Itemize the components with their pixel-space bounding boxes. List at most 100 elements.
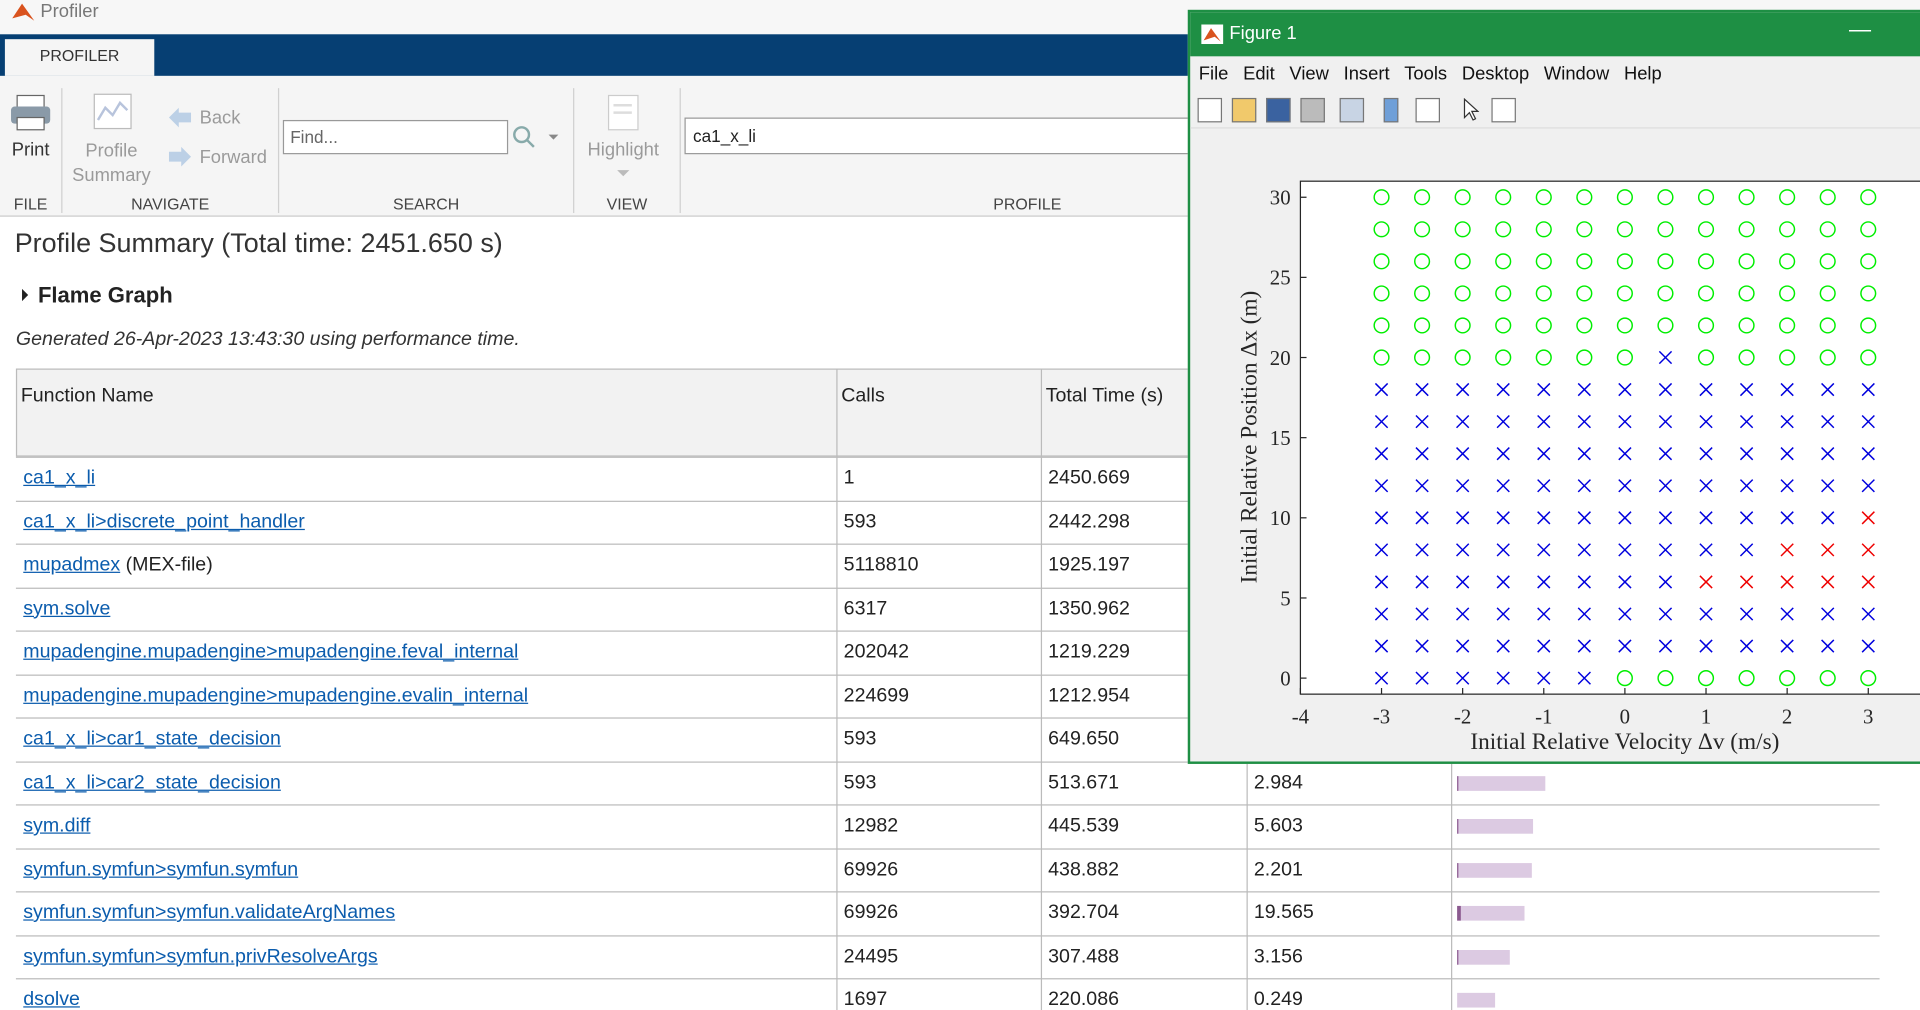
self-time-cell: 19.565 xyxy=(1253,902,1314,924)
calls-cell: 593 xyxy=(843,728,877,750)
cross-marker xyxy=(1577,382,1591,397)
find-input[interactable] xyxy=(282,119,509,155)
total-time-cell: 438.882 xyxy=(1048,858,1119,880)
function-cell: symfun.symfun>symfun.privResolveArgs xyxy=(16,935,378,978)
legend-icon[interactable] xyxy=(1415,97,1441,123)
menu-item[interactable]: Insert xyxy=(1343,63,1390,85)
colorbar-icon[interactable] xyxy=(1383,97,1399,123)
forward-button[interactable]: Forward xyxy=(199,146,267,168)
function-link[interactable]: symfun.symfun>symfun.symfun xyxy=(23,858,299,880)
cross-marker xyxy=(1374,447,1389,461)
open-icon[interactable] xyxy=(1231,97,1257,123)
menu-item[interactable]: View xyxy=(1289,63,1329,85)
function-link[interactable]: mupadengine.mupadengine>mupadengine.eval… xyxy=(23,684,529,706)
circle-marker xyxy=(1860,253,1877,270)
circle-marker xyxy=(1373,317,1390,334)
function-link[interactable]: dsolve xyxy=(23,989,80,1010)
circle-marker xyxy=(1738,285,1755,302)
total-time-bar xyxy=(1457,905,1525,921)
cross-marker xyxy=(1658,382,1673,397)
figure-title-bar xyxy=(1190,12,1920,57)
circle-marker xyxy=(1657,253,1674,270)
function-link[interactable]: mupadengine.mupadengine>mupadengine.feva… xyxy=(23,641,519,663)
circle-marker xyxy=(1495,349,1512,366)
function-cell: mupadengine.mupadengine>mupadengine.eval… xyxy=(16,674,528,717)
cross-marker xyxy=(1861,382,1875,397)
calls-cell: 6317 xyxy=(843,598,888,619)
circle-marker xyxy=(1535,253,1552,270)
menu-item[interactable]: Desktop xyxy=(1461,63,1530,85)
profile-summary-icon xyxy=(93,93,132,130)
y-tick-label: 10 xyxy=(1270,506,1291,530)
circle-marker xyxy=(1576,285,1593,302)
cross-marker xyxy=(1618,639,1632,653)
flame-graph-toggle[interactable]: Flame Graph xyxy=(37,282,173,308)
x-tick-label: 0 xyxy=(1620,705,1630,729)
cross-marker xyxy=(1618,575,1632,589)
function-cell: ca1_x_li xyxy=(16,457,95,500)
circle-marker xyxy=(1819,221,1836,238)
section-label: NAVIGATE xyxy=(131,194,210,214)
function-cell: symfun.symfun>symfun.validateArgNames xyxy=(16,891,395,934)
cross-marker xyxy=(1374,543,1389,557)
menu-item[interactable]: Tools xyxy=(1404,63,1448,85)
profile-summary-button[interactable]: Profile Summary xyxy=(72,140,151,187)
cross-marker xyxy=(1780,479,1794,493)
function-link[interactable]: sym.diff xyxy=(23,815,91,837)
function-link[interactable]: ca1_x_li>car1_state_decision xyxy=(23,728,281,750)
expand-arrow[interactable] xyxy=(21,288,31,302)
cross-marker xyxy=(1577,543,1591,557)
print-button[interactable]: Print xyxy=(11,139,50,161)
column-header: Total Time (s) xyxy=(1045,385,1164,407)
cross-marker xyxy=(1496,479,1510,493)
function-link[interactable]: ca1_x_li xyxy=(23,467,96,489)
menu-item[interactable]: File xyxy=(1198,63,1229,85)
cross-marker xyxy=(1739,447,1754,461)
calls-cell: 69926 xyxy=(843,902,899,924)
menu-item[interactable]: Help xyxy=(1623,63,1662,85)
cross-marker xyxy=(1658,543,1673,557)
menu-item[interactable]: Edit xyxy=(1243,63,1275,85)
function-link[interactable]: symfun.symfun>symfun.privResolveArgs xyxy=(23,945,378,967)
highlight-button[interactable]: Highlight xyxy=(587,139,660,161)
property-icon[interactable] xyxy=(1491,97,1516,123)
cross-marker xyxy=(1415,382,1429,397)
pointer-icon[interactable] xyxy=(1462,97,1480,122)
cross-marker xyxy=(1699,382,1713,397)
cross-marker xyxy=(1537,671,1551,685)
function-link[interactable]: ca1_x_li>discrete_point_handler xyxy=(23,511,305,532)
cross-marker xyxy=(1496,511,1510,525)
new-icon[interactable] xyxy=(1197,97,1223,123)
save-icon[interactable] xyxy=(1266,97,1291,123)
cross-marker xyxy=(1658,414,1673,429)
cross-marker xyxy=(1739,575,1754,589)
circle-marker xyxy=(1657,189,1674,206)
circle-marker xyxy=(1860,285,1877,302)
cross-marker xyxy=(1496,447,1510,461)
minimize-button[interactable]: — xyxy=(1848,17,1872,42)
cross-marker xyxy=(1739,511,1754,525)
total-time-cell: 513.671 xyxy=(1048,771,1119,793)
print-icon[interactable] xyxy=(1300,97,1325,123)
search-icon[interactable] xyxy=(512,125,563,149)
function-link[interactable]: mupadmex xyxy=(23,554,121,576)
cross-marker xyxy=(1415,575,1429,589)
function-link[interactable]: symfun.symfun>symfun.validateArgNames xyxy=(23,902,396,924)
total-time-cell: 1212.954 xyxy=(1048,684,1130,706)
circle-marker xyxy=(1738,670,1755,687)
profiler-tab[interactable]: PROFILER xyxy=(4,39,155,76)
cross-marker xyxy=(1456,639,1470,653)
menu-item[interactable]: Window xyxy=(1543,63,1610,85)
function-link[interactable]: sym.solve xyxy=(23,598,111,619)
cross-marker xyxy=(1699,639,1713,653)
function-link[interactable]: ca1_x_li>car2_state_decision xyxy=(23,771,281,793)
self-time-cell: 2.984 xyxy=(1253,771,1303,793)
link-icon[interactable] xyxy=(1339,97,1365,123)
circle-marker xyxy=(1819,253,1836,270)
back-button[interactable]: Back xyxy=(199,107,241,129)
circle-marker xyxy=(1414,349,1431,366)
cross-marker xyxy=(1861,414,1875,429)
row-border xyxy=(15,543,1880,545)
